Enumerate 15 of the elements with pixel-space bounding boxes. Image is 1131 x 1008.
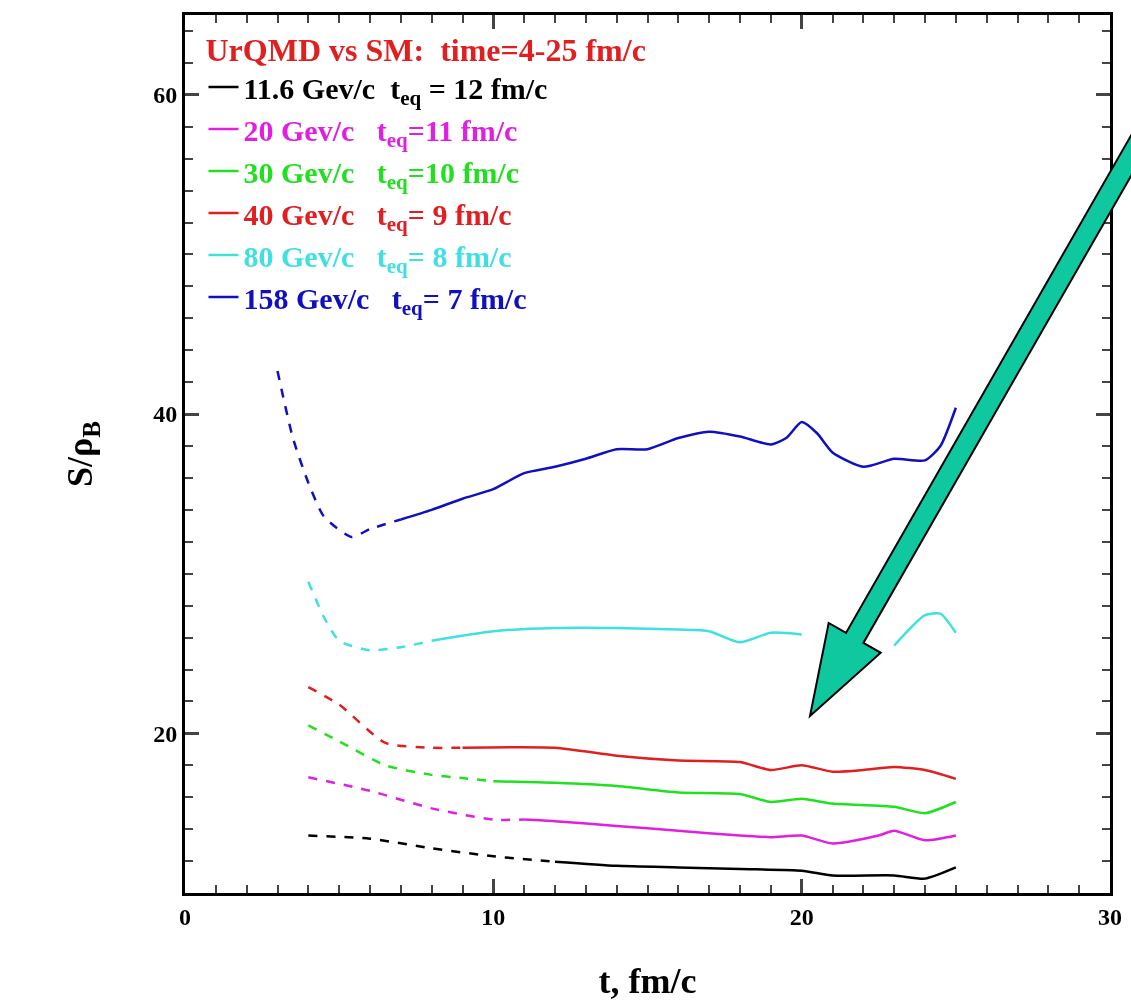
y-tick-label: 20 — [153, 720, 178, 747]
x-tick-label: 10 — [481, 903, 506, 930]
legend-label: 30 Gev/c t$_{eq}$=10 fm/c — [243, 155, 520, 194]
legend-label: 11.6 Gev/c t$_{eq}$ = 12 fm/c — [243, 71, 548, 110]
legend-label: 40 Gev/c t$_{eq}$= 9 fm/c — [243, 197, 512, 236]
legend-label: 158 Gev/c t$_{eq}$= 7 fm/c — [243, 281, 527, 320]
x-tick-label: 30 — [1098, 903, 1122, 930]
x-tick-label: 20 — [789, 903, 814, 930]
y-tick-label: 40 — [153, 401, 178, 428]
legend-label: 80 Gev/c t$_{eq}$= 8 fm/c — [243, 239, 512, 278]
x-axis-title: t, fm/c — [598, 961, 697, 1002]
legend-title: UrQMD vs SM: time=4-25 fm/c — [205, 31, 646, 68]
legend-label: 20 Gev/c t$_{eq}$=11 fm/c — [243, 113, 518, 152]
y-tick-label: 60 — [153, 82, 178, 109]
x-tick-label: 0 — [179, 903, 191, 930]
